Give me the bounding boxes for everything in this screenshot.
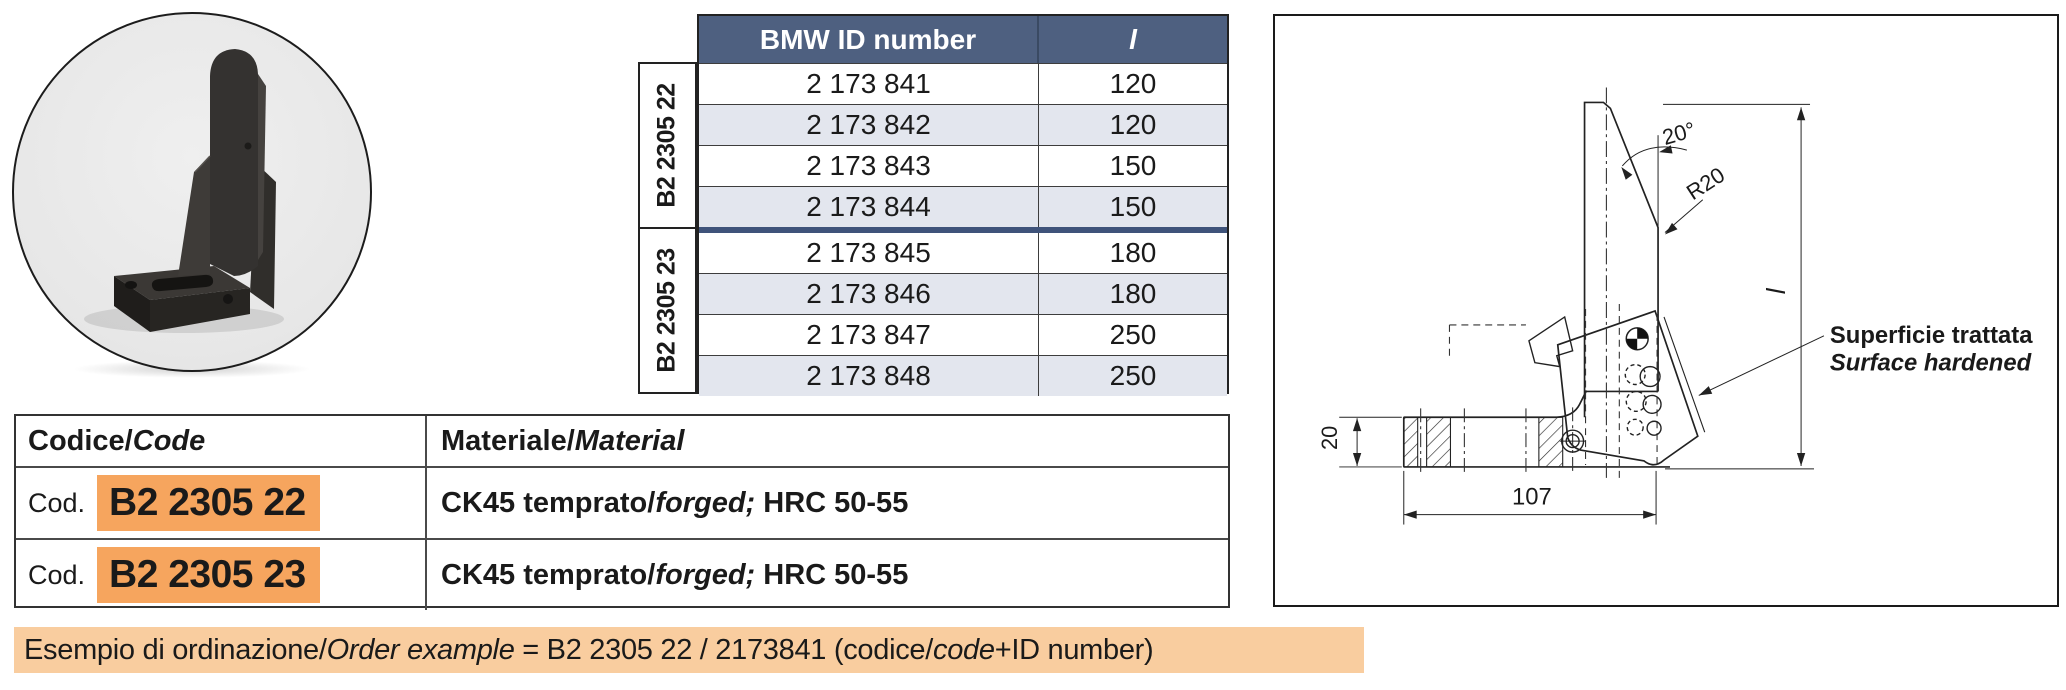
cell-id: 2 173 841 bbox=[699, 64, 1039, 104]
code-badge: B2 2305 22 bbox=[97, 475, 320, 531]
cell-id: 2 173 842 bbox=[699, 105, 1039, 145]
cell-id: 2 173 847 bbox=[699, 315, 1039, 355]
code-cell: Cod. B2 2305 23 bbox=[16, 540, 427, 610]
table-row: 2 173 846 180 bbox=[699, 273, 1227, 314]
table-row: 2 173 848 250 bbox=[699, 355, 1227, 396]
order-example-italic: Order example bbox=[326, 633, 515, 666]
header-code: Code bbox=[132, 424, 206, 457]
cell-l: 150 bbox=[1109, 150, 1157, 181]
cod-prefix: Cod. bbox=[28, 559, 86, 590]
cell-l: 120 bbox=[1109, 109, 1157, 140]
table-row: 2 173 845 180 bbox=[699, 227, 1227, 273]
material-text: CK45 temprato/ bbox=[441, 486, 656, 519]
bmw-table-header: BMW ID number l bbox=[699, 16, 1227, 63]
material-text: HRC 50-55 bbox=[755, 486, 909, 519]
cell-id: 2 173 843 bbox=[699, 146, 1039, 186]
material-text: CK45 temprato/ bbox=[441, 558, 656, 591]
order-example-text: +ID number) bbox=[994, 633, 1154, 666]
code-material-table: Codice/Code Materiale/Material Cod. B2 2… bbox=[14, 414, 1230, 610]
table-row: 2 173 842 120 bbox=[699, 104, 1227, 145]
order-example-text: = B2 2305 22 / 2173841 (codice/ bbox=[514, 633, 934, 666]
cell-l: 150 bbox=[1109, 191, 1157, 222]
material-text: HRC 50-55 bbox=[755, 558, 909, 591]
base-width-label: 107 bbox=[1512, 484, 1552, 511]
table-row: 2 173 844 150 bbox=[699, 186, 1227, 227]
header-materiale-material: Materiale/Material bbox=[427, 416, 1228, 466]
cell-l: 250 bbox=[1109, 360, 1157, 391]
cell-id: 2 173 844 bbox=[699, 187, 1039, 227]
cell-l: 120 bbox=[1109, 68, 1157, 99]
base-height-label: 20 bbox=[1317, 426, 1342, 450]
material-text-italic: forged; bbox=[655, 486, 756, 519]
table-row: 2 173 847 250 bbox=[699, 314, 1227, 355]
table-row: 2 173 843 150 bbox=[699, 145, 1227, 186]
material-cell: CK45 temprato/forged; HRC 50-55 bbox=[427, 468, 1228, 538]
code-badge: B2 2305 23 bbox=[97, 547, 320, 603]
technical-drawing: 20° R20 l 20 107 Superficie trattata Sur… bbox=[1273, 14, 2059, 607]
table-row: 2 173 841 120 bbox=[699, 63, 1227, 104]
product-photo bbox=[12, 12, 372, 378]
header-codice: Codice/ bbox=[28, 424, 133, 457]
cell-id: 2 173 845 bbox=[699, 233, 1039, 273]
code-cell: Cod. B2 2305 22 bbox=[16, 468, 427, 538]
header-material: Material bbox=[574, 424, 685, 457]
radius-label: R20 bbox=[1682, 162, 1729, 205]
code-table-header: Codice/Code Materiale/Material bbox=[16, 416, 1228, 466]
technical-drawing-svg: 20° R20 l 20 107 Superficie trattata Sur… bbox=[1317, 87, 2033, 525]
group-label-text: B2 2305 23 bbox=[653, 248, 681, 373]
cell-l: 180 bbox=[1109, 237, 1157, 268]
cell-l: 180 bbox=[1109, 278, 1157, 309]
header-length-l: l bbox=[1129, 23, 1137, 55]
group-label-text: B2 2305 22 bbox=[653, 83, 681, 208]
order-example-text: Esempio di ordinazione/ bbox=[24, 633, 327, 666]
cam-driver-part-image bbox=[84, 49, 284, 333]
order-example-bar: Esempio di ordinazione/Order example = B… bbox=[14, 627, 1364, 673]
cell-l: 250 bbox=[1109, 319, 1157, 350]
group-label-b2-2305-23: B2 2305 23 bbox=[640, 227, 695, 392]
cell-id: 2 173 848 bbox=[699, 356, 1039, 396]
material-cell: CK45 temprato/forged; HRC 50-55 bbox=[427, 540, 1228, 610]
header-bmw-id-number: BMW ID number bbox=[699, 16, 1039, 63]
surface-note-english: Surface hardened bbox=[1830, 350, 2032, 377]
order-example-italic: code bbox=[933, 633, 995, 666]
header-materiale: Materiale/ bbox=[441, 424, 575, 457]
bmw-table-group-labels: B2 2305 22 B2 2305 23 bbox=[638, 62, 697, 394]
product-photo-circle bbox=[12, 12, 372, 372]
header-codice-code: Codice/Code bbox=[16, 416, 427, 466]
cell-id: 2 173 846 bbox=[699, 274, 1039, 314]
length-dimension-label: l bbox=[1763, 287, 1791, 294]
bmw-id-table: BMW ID number l 2 173 841 120 2 173 842 … bbox=[697, 14, 1229, 396]
group-label-b2-2305-22: B2 2305 22 bbox=[640, 64, 695, 227]
cod-prefix: Cod. bbox=[28, 487, 86, 518]
angle-label: 20° bbox=[1659, 117, 1698, 150]
material-text-italic: forged; bbox=[655, 558, 756, 591]
surface-note-italian: Superficie trattata bbox=[1830, 322, 2033, 349]
table-row: Cod. B2 2305 23 CK45 temprato/forged; HR… bbox=[16, 538, 1228, 610]
table-row: Cod. B2 2305 22 CK45 temprato/forged; HR… bbox=[16, 466, 1228, 538]
